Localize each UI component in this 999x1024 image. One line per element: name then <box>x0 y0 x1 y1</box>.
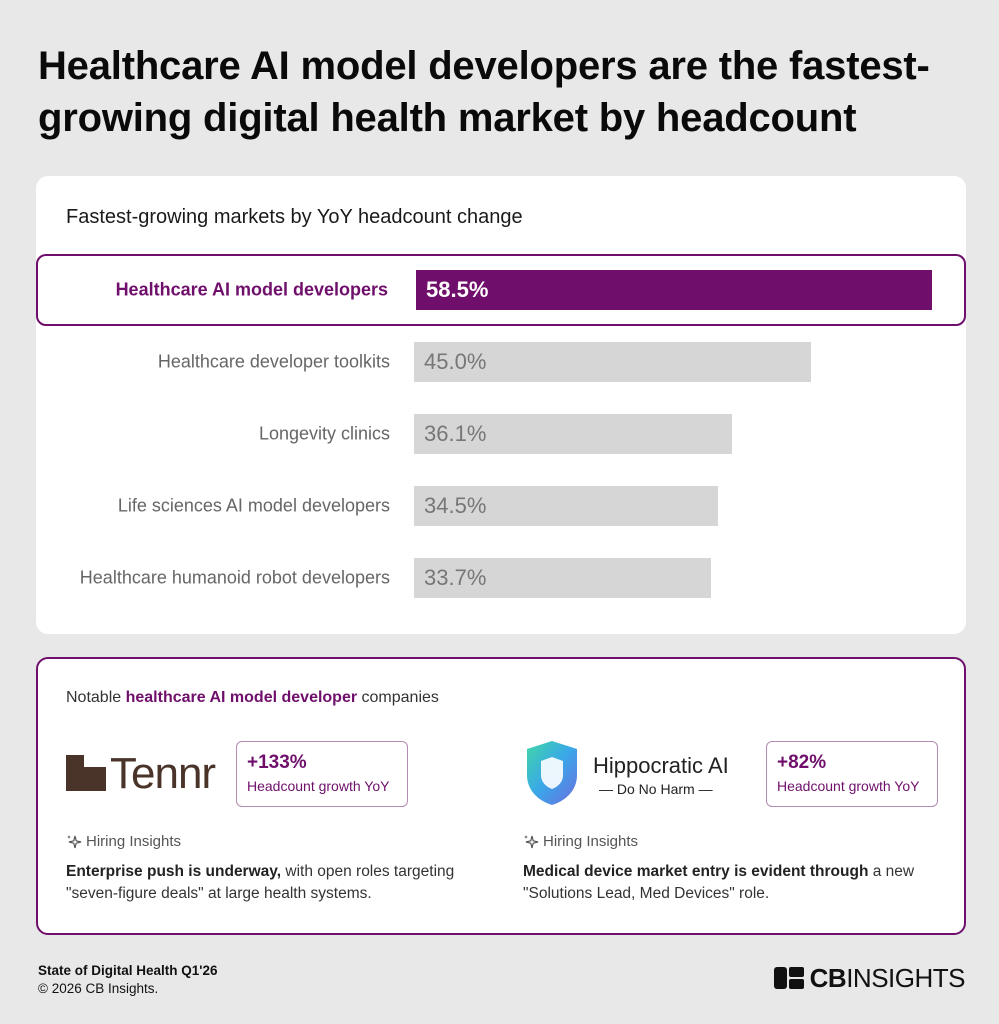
bar: 36.1% <box>414 414 732 454</box>
tennr-wordmark: Tennr <box>110 749 216 798</box>
brand-logo: CBINSIGHTS <box>773 962 965 994</box>
sparkle-icon <box>524 834 539 848</box>
insight-text: Enterprise push is underway, with open r… <box>66 863 455 902</box>
hippocratic-wordmark: Hippocratic AI <box>593 753 729 778</box>
bar-row: Healthcare AI model developers 58.5% <box>36 254 966 326</box>
bar-value-label: 36.1% <box>424 421 487 446</box>
bar-category-label: Healthcare humanoid robot developers <box>79 567 390 588</box>
hippocratic-tagline: — Do No Harm — <box>599 781 713 797</box>
source-label: State of Digital Health Q1'26 <box>38 963 218 978</box>
chart-card: Fastest-growing markets by YoY headcount… <box>36 176 966 634</box>
bar-category-label: Healthcare developer toolkits <box>157 351 390 372</box>
bar-row: Life sciences AI model developers 34.5% <box>36 470 966 542</box>
bar-row: Healthcare humanoid robot developers 33.7… <box>36 542 966 614</box>
bar-value-label: 33.7% <box>424 565 487 590</box>
shield-icon <box>527 741 577 805</box>
companies-title: Notable healthcare AI model developer co… <box>66 689 439 706</box>
tennr-logo-mark <box>66 755 106 791</box>
sparkle-icon <box>67 834 82 848</box>
bar-value-label: 58.5% <box>426 277 489 302</box>
bar-category-label: Healthcare AI model developers <box>115 279 388 300</box>
bar: 45.0% <box>414 342 811 382</box>
growth-badge: +82% Headcount growth YoY <box>766 741 938 807</box>
companies-panel: Notable healthcare AI model developer co… <box>36 657 966 935</box>
bar-row: Longevity clinics 36.1% <box>36 398 966 470</box>
company-hippocratic: Hippocratic AI — Do No Harm — +82% Headc… <box>523 739 943 919</box>
bar: 33.7% <box>414 558 711 598</box>
hiring-insights-heading: Hiring Insights <box>66 833 181 850</box>
bar-category-label: Longevity clinics <box>258 423 390 444</box>
bar-row: Healthcare developer toolkits 45.0% <box>36 326 966 398</box>
company-tennr: Tennr +133% Headcount growth YoY Hiring … <box>66 739 486 919</box>
footer-source: State of Digital Health Q1'26 © 2026 CB … <box>38 962 218 998</box>
insight-text: Medical device market entry is evident t… <box>523 863 915 902</box>
bar-value-label: 45.0% <box>424 349 487 374</box>
copyright: © 2026 CB Insights. <box>38 981 159 996</box>
cb-logo-icon <box>773 967 804 989</box>
growth-label: Headcount growth YoY <box>247 778 390 794</box>
growth-label: Headcount growth YoY <box>777 778 920 794</box>
hippocratic-logo: Hippocratic AI — Do No Harm — <box>523 739 753 809</box>
tennr-logo: Tennr <box>66 749 226 798</box>
hiring-insights-heading: Hiring Insights <box>523 833 638 850</box>
page-title: Healthcare AI model developers are the f… <box>38 44 930 140</box>
bar-category-label: Life sciences AI model developers <box>117 495 390 516</box>
growth-value: +82% <box>777 752 827 773</box>
growth-badge: +133% Headcount growth YoY <box>236 741 408 807</box>
chart-title: Fastest-growing markets by YoY headcount… <box>66 206 523 228</box>
growth-value: +133% <box>247 752 307 773</box>
bar: 34.5% <box>414 486 718 526</box>
bar: 58.5% <box>416 270 932 310</box>
bar-value-label: 34.5% <box>424 493 487 518</box>
